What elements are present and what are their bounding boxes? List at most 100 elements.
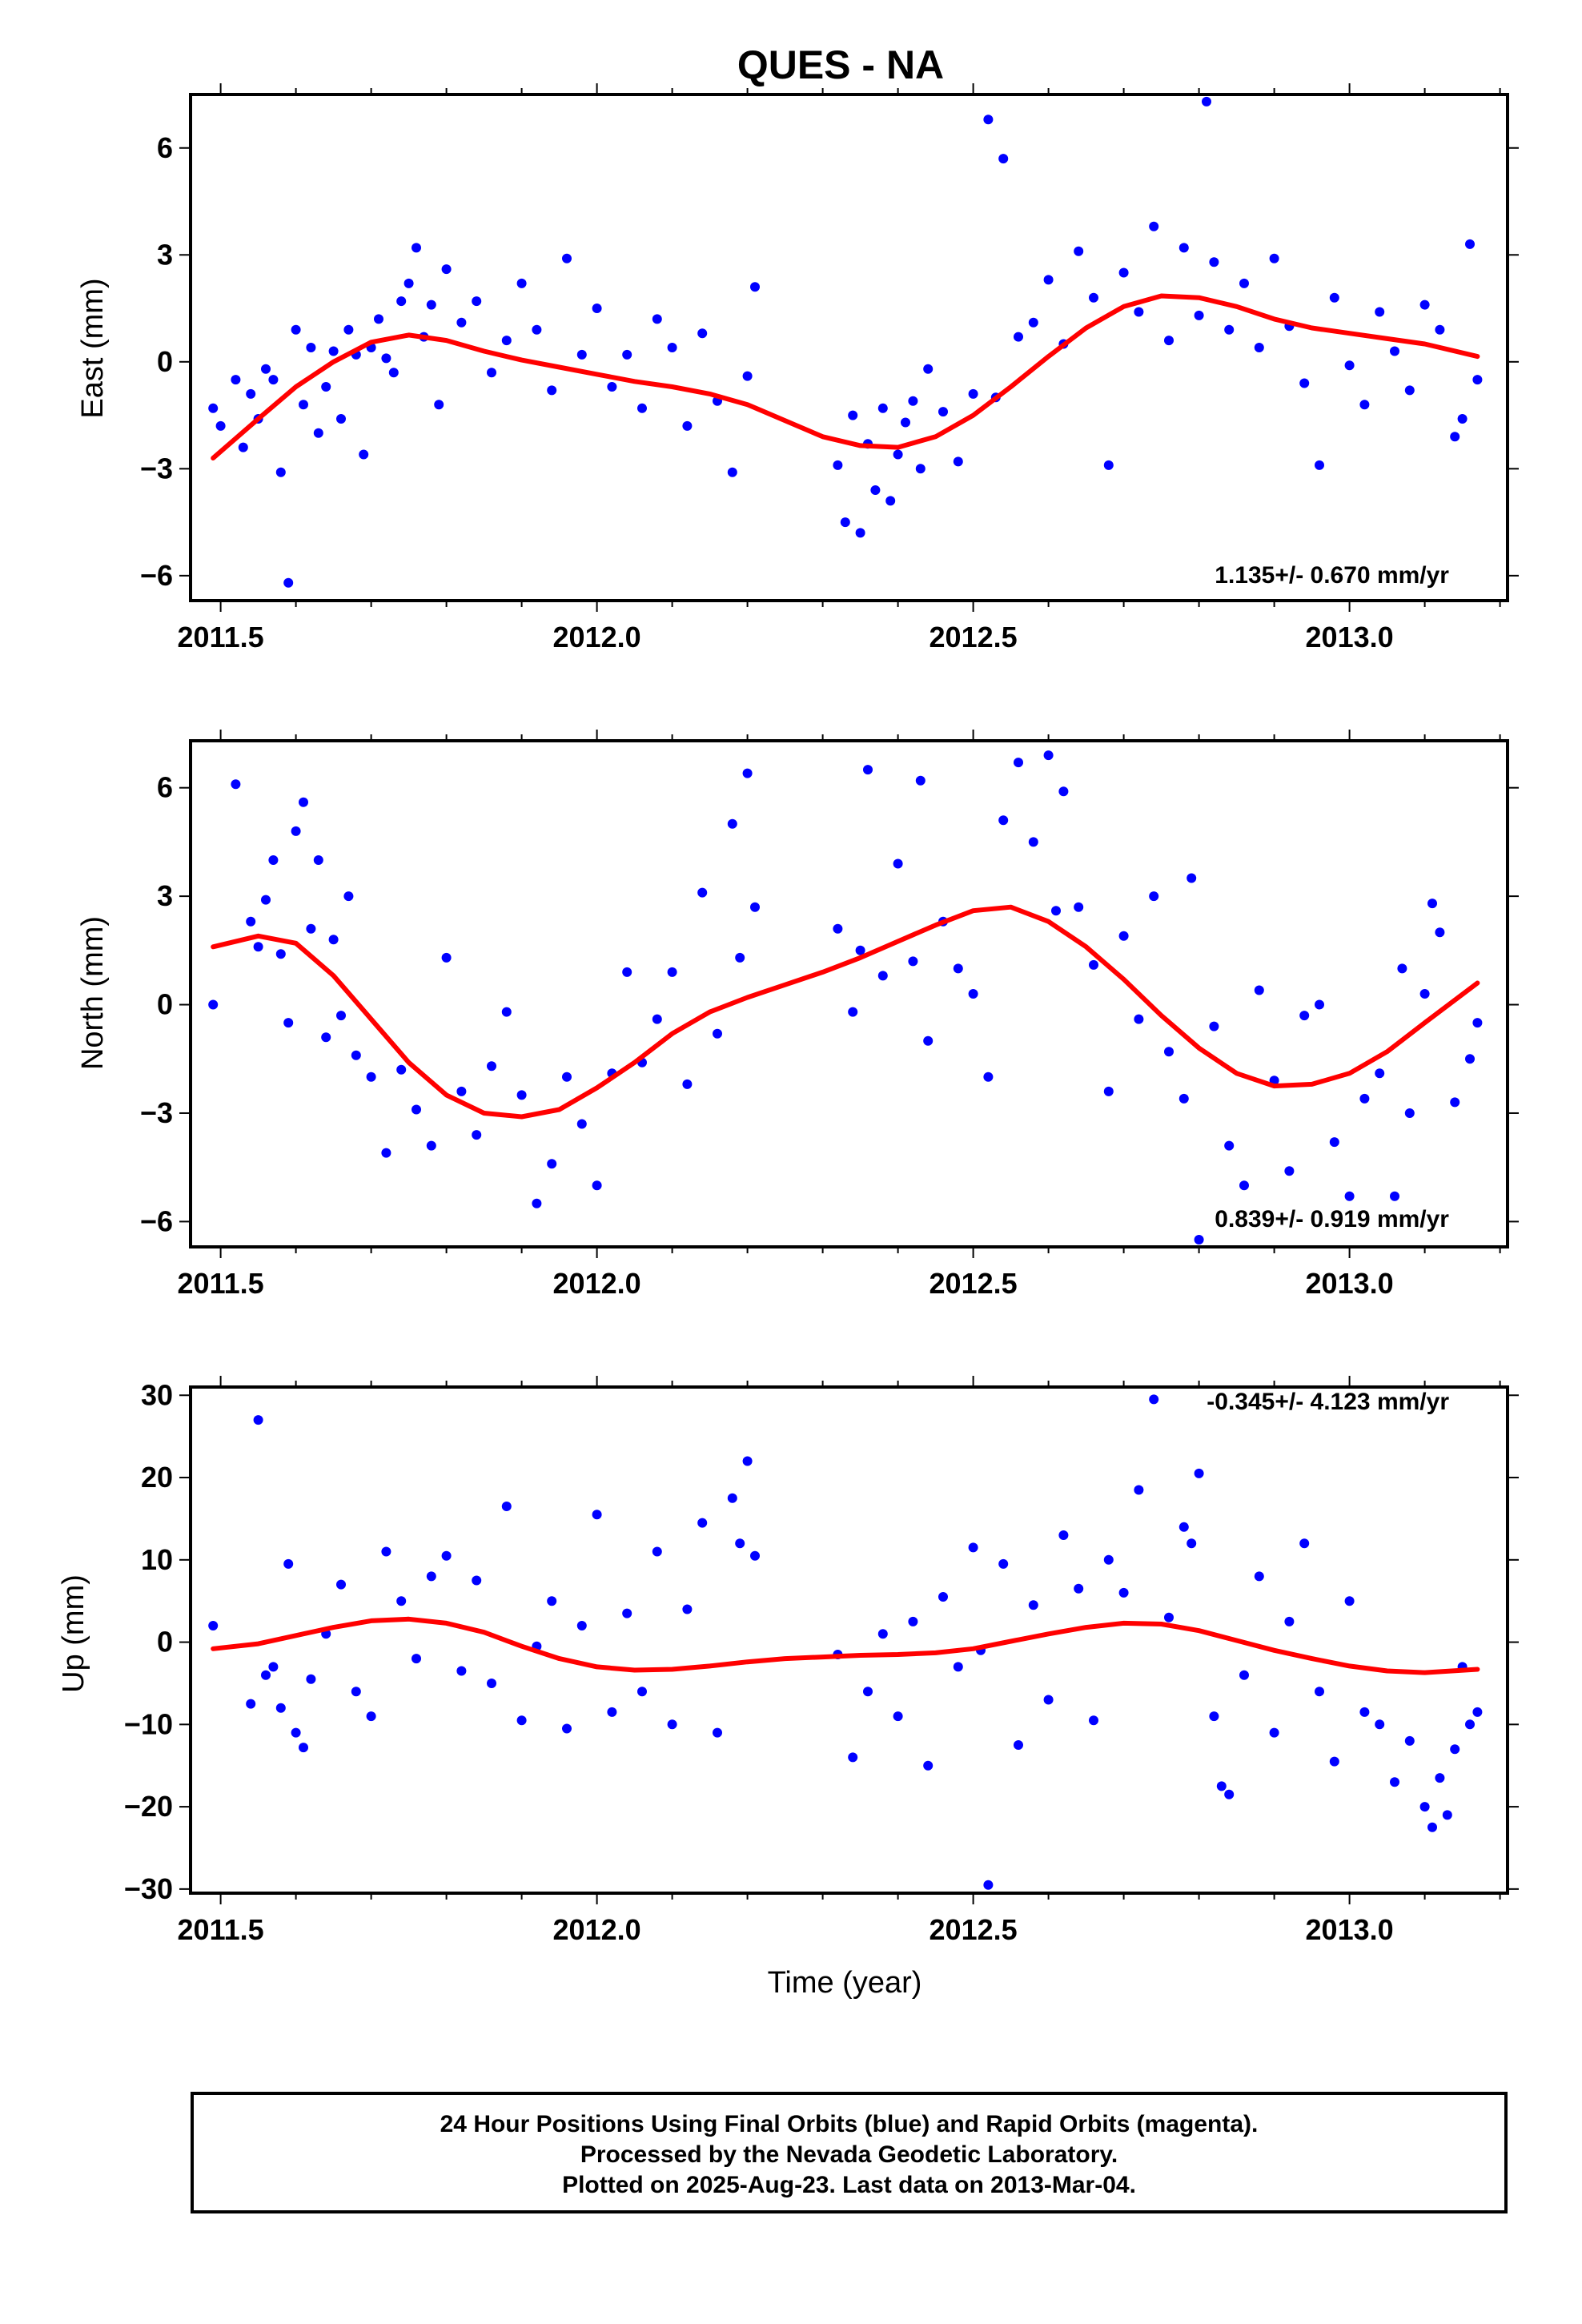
data-point — [622, 1608, 632, 1618]
data-point — [1186, 873, 1197, 883]
data-point — [1043, 275, 1054, 285]
data-point — [915, 464, 926, 474]
data-point — [381, 353, 391, 364]
data-point — [637, 1687, 647, 1697]
data-point — [622, 967, 632, 977]
x-tick-label: 2012.5 — [930, 1267, 1018, 1300]
rate-label: 1.135+/- 0.670 mm/yr — [1215, 562, 1449, 589]
data-point — [1450, 1097, 1460, 1108]
data-point — [1089, 1715, 1098, 1726]
data-point — [953, 963, 963, 974]
data-point — [983, 115, 994, 125]
data-point — [742, 371, 753, 381]
data-point — [426, 1140, 436, 1151]
data-point — [1315, 460, 1324, 470]
data-point — [547, 1159, 557, 1169]
data-point — [291, 324, 301, 335]
data-point — [1014, 1740, 1023, 1750]
data-point — [1390, 1191, 1399, 1201]
data-point — [576, 1119, 587, 1129]
data-point — [1224, 1789, 1235, 1799]
y-axis-label: East (mm) — [76, 278, 110, 418]
data-point — [1118, 931, 1129, 941]
data-point — [487, 1679, 496, 1688]
data-point — [1074, 902, 1084, 912]
data-point — [1390, 1777, 1399, 1787]
data-point — [426, 1571, 436, 1582]
data-point — [313, 428, 323, 438]
data-point — [238, 442, 248, 452]
data-point — [343, 324, 354, 335]
data-point — [1239, 278, 1249, 288]
data-point — [855, 528, 865, 538]
data-point — [592, 304, 602, 313]
x-tick-label: 2013.0 — [1306, 1913, 1394, 1946]
data-point — [1435, 927, 1445, 938]
data-point — [328, 346, 339, 356]
data-point — [893, 449, 903, 460]
data-point — [908, 396, 918, 406]
data-point — [426, 300, 436, 310]
data-point — [253, 1415, 263, 1425]
data-point — [1224, 1140, 1235, 1151]
data-point — [1375, 307, 1385, 317]
data-point — [1465, 1719, 1475, 1730]
rate-label: 0.839+/- 0.919 mm/yr — [1215, 1206, 1449, 1232]
data-point — [637, 403, 647, 413]
data-point — [915, 775, 926, 786]
data-point — [1149, 891, 1159, 902]
data-point — [412, 1654, 421, 1664]
x-tick-label: 2011.5 — [178, 1913, 264, 1946]
data-point — [923, 1035, 934, 1046]
data-point — [1164, 336, 1174, 346]
data-point — [983, 1072, 994, 1082]
data-point — [351, 1687, 361, 1697]
plot-frame — [189, 1385, 1509, 1895]
data-point — [697, 1518, 708, 1528]
x-tick-label: 2012.0 — [553, 1267, 641, 1300]
data-point — [456, 317, 467, 328]
data-point — [1397, 963, 1407, 974]
data-point — [713, 1727, 722, 1738]
data-point — [667, 967, 677, 977]
data-point — [472, 1130, 482, 1140]
data-point — [306, 343, 316, 352]
data-point — [1202, 96, 1211, 107]
data-point — [306, 923, 316, 934]
data-point — [1058, 1530, 1069, 1540]
data-point — [396, 1064, 407, 1075]
data-point — [1442, 1810, 1452, 1820]
y-tick-label: 6 — [157, 771, 173, 804]
footer-box: 24 Hour Positions Using Final Orbits (bl… — [191, 2092, 1508, 2213]
data-point — [1344, 1596, 1355, 1606]
data-point — [953, 456, 963, 467]
data-point — [833, 923, 843, 934]
data-point — [1239, 1180, 1249, 1191]
data-point — [299, 400, 308, 410]
data-point — [1269, 1727, 1279, 1738]
data-point — [682, 1079, 693, 1089]
data-point — [1186, 1538, 1197, 1549]
data-point — [283, 577, 294, 588]
data-point — [938, 407, 948, 417]
data-point — [321, 382, 331, 392]
data-point — [1178, 1522, 1189, 1532]
data-point — [1209, 1021, 1219, 1031]
data-point — [261, 895, 271, 905]
data-point — [231, 779, 241, 790]
data-point — [1299, 1538, 1310, 1549]
data-point — [388, 368, 399, 378]
data-point — [622, 349, 632, 360]
data-point — [750, 282, 760, 292]
x-tick-label: 2012.5 — [930, 1913, 1018, 1946]
y-tick-label: 3 — [157, 238, 173, 271]
data-point — [275, 1703, 286, 1713]
data-point — [697, 887, 708, 898]
y-tick-label: −10 — [124, 1707, 173, 1740]
data-point — [1074, 246, 1084, 256]
data-point — [1028, 837, 1038, 847]
data-point — [885, 496, 896, 506]
data-point — [343, 891, 354, 902]
data-point — [750, 902, 760, 912]
